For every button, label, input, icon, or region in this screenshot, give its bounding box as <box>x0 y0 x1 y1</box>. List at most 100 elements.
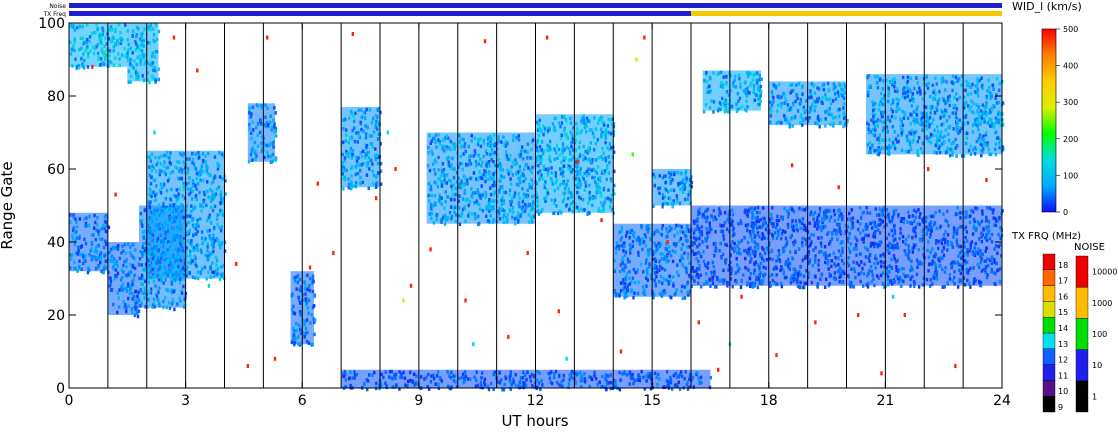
colorbar-noise-swatch-0 <box>1075 380 1089 413</box>
echo-point-18 <box>507 334 510 339</box>
echo-point-10 <box>332 250 335 255</box>
echo-point-6 <box>266 35 269 40</box>
y-axis-label: Range Gate <box>0 161 16 249</box>
colorbar-txfreq-swatch-5 <box>1042 317 1056 334</box>
colorbar-noise-label: NOISE <box>1074 242 1105 253</box>
colorbar-txfreq-swatch-4 <box>1042 332 1056 350</box>
top-status-strips <box>69 3 1002 16</box>
echo-point-29 <box>740 294 743 299</box>
echo-point-2 <box>172 35 176 40</box>
y-axis-ticks: 0 20 40 60 80 100 <box>38 16 1002 397</box>
noise-strip-label: Noise <box>49 3 66 10</box>
x-tick-label-8: 24 <box>993 393 1011 409</box>
echo-point-7 <box>273 356 277 361</box>
echo-point-24 <box>619 349 623 354</box>
echo-point-21 <box>557 309 561 314</box>
colorbar-noise-tick-label-3: 1000 <box>1092 299 1112 308</box>
y-tick-label-3: 60 <box>47 162 65 178</box>
echo-point-30 <box>775 353 778 358</box>
y-tick-label-2: 40 <box>47 235 65 251</box>
colorbar-noise-swatch-4 <box>1075 255 1089 288</box>
echo-point-39 <box>985 177 988 182</box>
y-tick-label-5: 100 <box>38 16 65 32</box>
echo-point-25 <box>643 35 646 40</box>
colorbar-txfreq-swatch-0 <box>1042 396 1056 413</box>
x-tick-label-3: 9 <box>414 393 423 409</box>
echo-point-32 <box>814 320 817 325</box>
colorbar-width-tick-label-5: 500 <box>1063 25 1078 34</box>
colorbar-txfreq-tick-label-6: 15 <box>1058 308 1068 317</box>
txfreq-strip-label: TX Freq <box>42 11 66 18</box>
echo-region-8 <box>535 114 616 217</box>
echo-point-13 <box>394 167 397 171</box>
x-tick-label-1: 3 <box>181 393 190 409</box>
strip-0-segment-0 <box>69 3 1002 8</box>
echo-region-15 <box>69 23 130 70</box>
colorbar-noise-tick-label-2: 100 <box>1092 330 1107 339</box>
echo-point-27 <box>697 320 700 325</box>
x-tick-label-6: 18 <box>760 393 778 409</box>
x-axis-label: UT hours <box>501 412 568 430</box>
echo-point-5 <box>246 364 250 369</box>
x-tick-label-4: 12 <box>527 393 545 409</box>
echo-point-23 <box>600 218 603 223</box>
echo-region-0 <box>69 212 111 275</box>
colorbar-width-gradient <box>1041 28 1057 213</box>
echo-point-36 <box>903 313 907 317</box>
colorbar-noise-swatch-2 <box>1075 318 1089 350</box>
echo-point-34 <box>856 313 860 317</box>
echo-point-28 <box>717 367 720 372</box>
echo-point-41 <box>207 283 211 288</box>
colorbar-width-tick-label-3: 300 <box>1063 98 1078 107</box>
colorbar-txfreq-swatch-2 <box>1042 364 1056 381</box>
echo-point-0 <box>91 64 94 69</box>
x-axis-ticks: 0 3 6 9 12 15 18 21 24 <box>65 23 1011 409</box>
echo-region-14 <box>865 74 1005 158</box>
colorbar-noise-tick-label-4: 10000 <box>1092 268 1117 277</box>
x-tick-label-2: 6 <box>298 393 307 409</box>
colorbar-txfreq-swatch-8 <box>1042 269 1056 286</box>
echo-region-17 <box>341 369 712 392</box>
colorbar-txfreq-tick-label-9: 18 <box>1058 261 1068 270</box>
colorbar-noise-tick-label-0: 1 <box>1092 392 1097 401</box>
y-tick-label-0: 0 <box>56 381 65 397</box>
colorbar-txfreq-tick-label-0: 9 <box>1058 403 1063 412</box>
echo-point-3 <box>196 68 199 73</box>
y-tick-label-1: 20 <box>47 308 65 324</box>
echo-point-1 <box>114 192 117 197</box>
echo-region-13 <box>768 81 849 129</box>
echo-point-16 <box>464 298 467 303</box>
colorbar-width-tick-label-2: 200 <box>1063 135 1078 144</box>
echo-region-5 <box>290 271 317 347</box>
colorbar-txfreq-tick-label-4: 13 <box>1058 340 1068 349</box>
echo-point-9 <box>316 181 319 186</box>
colorbar-width: WID_l (km/s) 0 100 200 300 400 500 <box>1012 0 1082 217</box>
colorbar-txfreq-swatch-6 <box>1042 301 1056 318</box>
echo-point-40 <box>153 130 156 135</box>
echo-point-8 <box>308 265 312 270</box>
echo-point-44 <box>565 356 568 361</box>
colorbar-width-tick-label-1: 100 <box>1063 171 1078 180</box>
colorbar-txfreq-tick-label-7: 16 <box>1058 292 1068 301</box>
echo-point-15 <box>429 247 432 252</box>
colorbar-txfreq-tick-label-2: 11 <box>1058 371 1068 380</box>
colorbar-txfreq-tick-label-8: 17 <box>1058 277 1068 286</box>
echo-point-47 <box>631 152 634 157</box>
colorbar-noise-tick-label-1: 10 <box>1092 361 1102 370</box>
strip-1-segment-1 <box>691 11 1002 16</box>
colorbar-txfreq-tick-label-1: 10 <box>1058 387 1068 396</box>
colorbar-txfreq-swatch-1 <box>1042 380 1056 397</box>
colorbar-noise-swatch-1 <box>1075 349 1089 382</box>
echo-region-3 <box>146 150 227 282</box>
x-tick-label-5: 15 <box>643 393 661 409</box>
colorbar-width-tick-label-0: 0 <box>1063 208 1068 217</box>
echo-point-38 <box>954 364 957 369</box>
echo-region-7 <box>426 132 538 227</box>
colorbar-txfreq-tick-label-3: 12 <box>1058 356 1068 365</box>
echo-region-11 <box>691 205 1004 290</box>
colorbar-txfreq-swatch-7 <box>1042 285 1056 302</box>
echo-point-11 <box>351 31 354 36</box>
echo-region-4 <box>247 103 278 164</box>
echo-point-17 <box>483 39 487 44</box>
